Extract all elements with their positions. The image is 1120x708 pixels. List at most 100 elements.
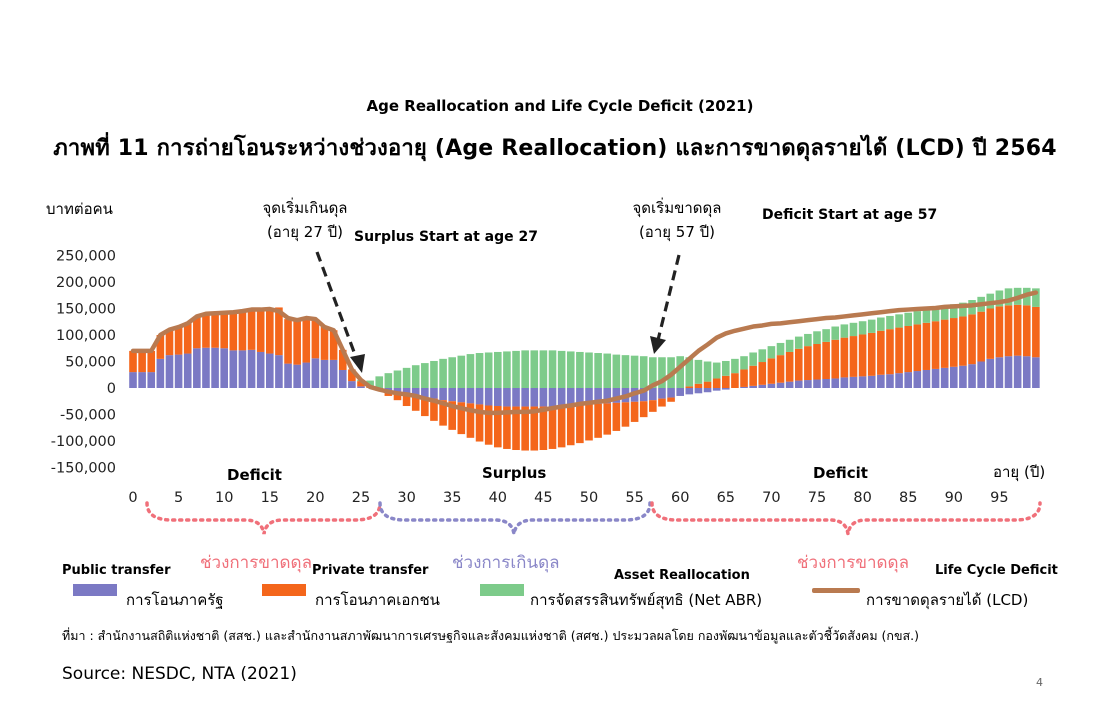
bar-private-age-36 xyxy=(457,402,466,435)
bar-asset-age-35 xyxy=(448,357,456,388)
bar-public-age-47 xyxy=(557,388,566,407)
surplus-start-en: Surplus Start at age 27 xyxy=(354,229,538,245)
bar-public-age-12 xyxy=(238,350,247,388)
bar-private-age-96 xyxy=(1004,305,1013,357)
bar-public-age-40 xyxy=(494,388,502,407)
surplus-start-annotation: จุดเริ่มเกินดุล (อายุ 27 ปี) xyxy=(240,196,370,244)
bar-private-age-87 xyxy=(922,322,931,370)
bar-asset-age-63 xyxy=(703,361,712,382)
x-tick-label: 40 xyxy=(489,490,507,506)
bar-private-age-78 xyxy=(840,337,849,378)
bar-asset-age-54 xyxy=(621,355,630,388)
bar-private-age-90 xyxy=(950,318,958,367)
bar-public-age-33 xyxy=(430,388,438,399)
bar-public-age-32 xyxy=(421,388,429,398)
bar-public-age-75 xyxy=(813,379,821,388)
x-tick-label: 0 xyxy=(128,490,137,506)
bar-asset-age-91 xyxy=(959,302,967,317)
bar-private-age-61 xyxy=(685,386,694,388)
bar-asset-age-62 xyxy=(694,359,703,384)
bar-asset-age-90 xyxy=(950,304,958,319)
bar-private-age-14 xyxy=(256,310,265,352)
bar-asset-age-46 xyxy=(548,350,557,388)
bar-asset-age-31 xyxy=(411,365,420,388)
legend-asset-swatch xyxy=(480,584,524,596)
bar-asset-age-69 xyxy=(758,349,767,363)
bar-public-age-25 xyxy=(357,386,365,388)
legend-public-swatch xyxy=(73,584,117,596)
bar-asset-age-29 xyxy=(393,370,402,388)
bar-public-age-49 xyxy=(576,388,584,405)
bar-private-age-79 xyxy=(849,336,858,377)
bar-private-age-51 xyxy=(594,403,602,438)
zone-label-right: Deficit xyxy=(813,464,868,482)
bar-public-age-57 xyxy=(649,388,657,401)
bar-public-age-48 xyxy=(566,388,575,406)
y-axis-label: บาทต่อคน xyxy=(46,200,113,218)
bar-asset-age-61 xyxy=(685,357,694,387)
y-tick-label: -150,000 xyxy=(51,461,116,477)
bar-private-age-52 xyxy=(603,403,612,435)
bar-public-age-84 xyxy=(895,373,903,388)
deficit-start-line2: (อายุ 57 ปี) xyxy=(638,223,716,241)
x-tick-label: 75 xyxy=(808,490,826,506)
bar-public-age-46 xyxy=(548,388,557,407)
y-tick-label: 50,000 xyxy=(65,355,116,371)
bar-private-age-85 xyxy=(904,325,912,373)
bar-public-age-44 xyxy=(530,388,539,407)
bar-private-age-76 xyxy=(822,341,830,379)
bar-asset-age-44 xyxy=(530,350,539,388)
bar-public-age-68 xyxy=(749,385,757,388)
bar-public-age-60 xyxy=(676,388,684,396)
bar-asset-age-60 xyxy=(676,356,684,388)
bar-asset-age-47 xyxy=(557,350,566,388)
bar-public-age-39 xyxy=(484,388,493,406)
bar-private-age-25 xyxy=(357,381,365,387)
zone-label-left: Deficit xyxy=(227,466,282,484)
surplus-start-line1: จุดเริ่มเกินดุล xyxy=(262,199,348,217)
deficit-start-arrow xyxy=(656,254,681,341)
bar-asset-age-68 xyxy=(749,352,757,366)
bar-private-age-66 xyxy=(731,373,739,388)
bar-private-age-44 xyxy=(530,406,539,451)
bar-public-age-6 xyxy=(183,353,192,388)
bar-asset-age-99 xyxy=(1032,288,1040,307)
bar-private-age-93 xyxy=(977,311,985,362)
bar-asset-age-27 xyxy=(375,376,384,388)
bar-private-age-77 xyxy=(831,339,840,379)
bar-private-age-68 xyxy=(749,365,757,386)
bar-private-age-1 xyxy=(138,350,146,373)
bar-private-age-4 xyxy=(165,329,174,356)
bar-private-age-13 xyxy=(247,310,256,350)
surplus-start-arrow xyxy=(315,251,359,361)
legend-asset-en: Asset Reallocation xyxy=(614,568,750,583)
deficit-bracket-right xyxy=(650,501,1042,535)
bar-private-age-29 xyxy=(393,392,402,401)
bar-private-age-84 xyxy=(895,327,903,374)
y-tick-label: -50,000 xyxy=(60,408,116,424)
bar-public-age-29 xyxy=(393,388,402,393)
bar-private-age-22 xyxy=(329,330,338,360)
bar-public-age-19 xyxy=(302,362,311,388)
x-tick-label: 80 xyxy=(853,490,871,506)
x-tick-label: 95 xyxy=(990,490,1008,506)
bar-asset-age-37 xyxy=(466,354,475,388)
bar-asset-age-76 xyxy=(822,329,830,342)
legend-public-en: Public transfer xyxy=(62,563,171,578)
bar-private-age-88 xyxy=(931,321,940,369)
chart-subtitle: Age Reallocation and Life Cycle Deficit … xyxy=(366,97,754,115)
bar-public-age-36 xyxy=(457,388,466,403)
bar-private-age-62 xyxy=(694,383,703,388)
bar-private-age-30 xyxy=(402,394,411,407)
bar-public-age-81 xyxy=(867,375,876,388)
bar-asset-age-58 xyxy=(658,357,666,388)
x-tick-label: 35 xyxy=(443,490,461,506)
bar-private-age-37 xyxy=(466,403,475,438)
x-tick-label: 85 xyxy=(899,490,917,506)
bar-asset-age-89 xyxy=(940,306,949,320)
x-tick-label: 50 xyxy=(580,490,598,506)
bar-private-age-17 xyxy=(284,319,292,364)
bar-public-age-61 xyxy=(685,388,694,395)
bar-asset-age-86 xyxy=(913,311,922,325)
